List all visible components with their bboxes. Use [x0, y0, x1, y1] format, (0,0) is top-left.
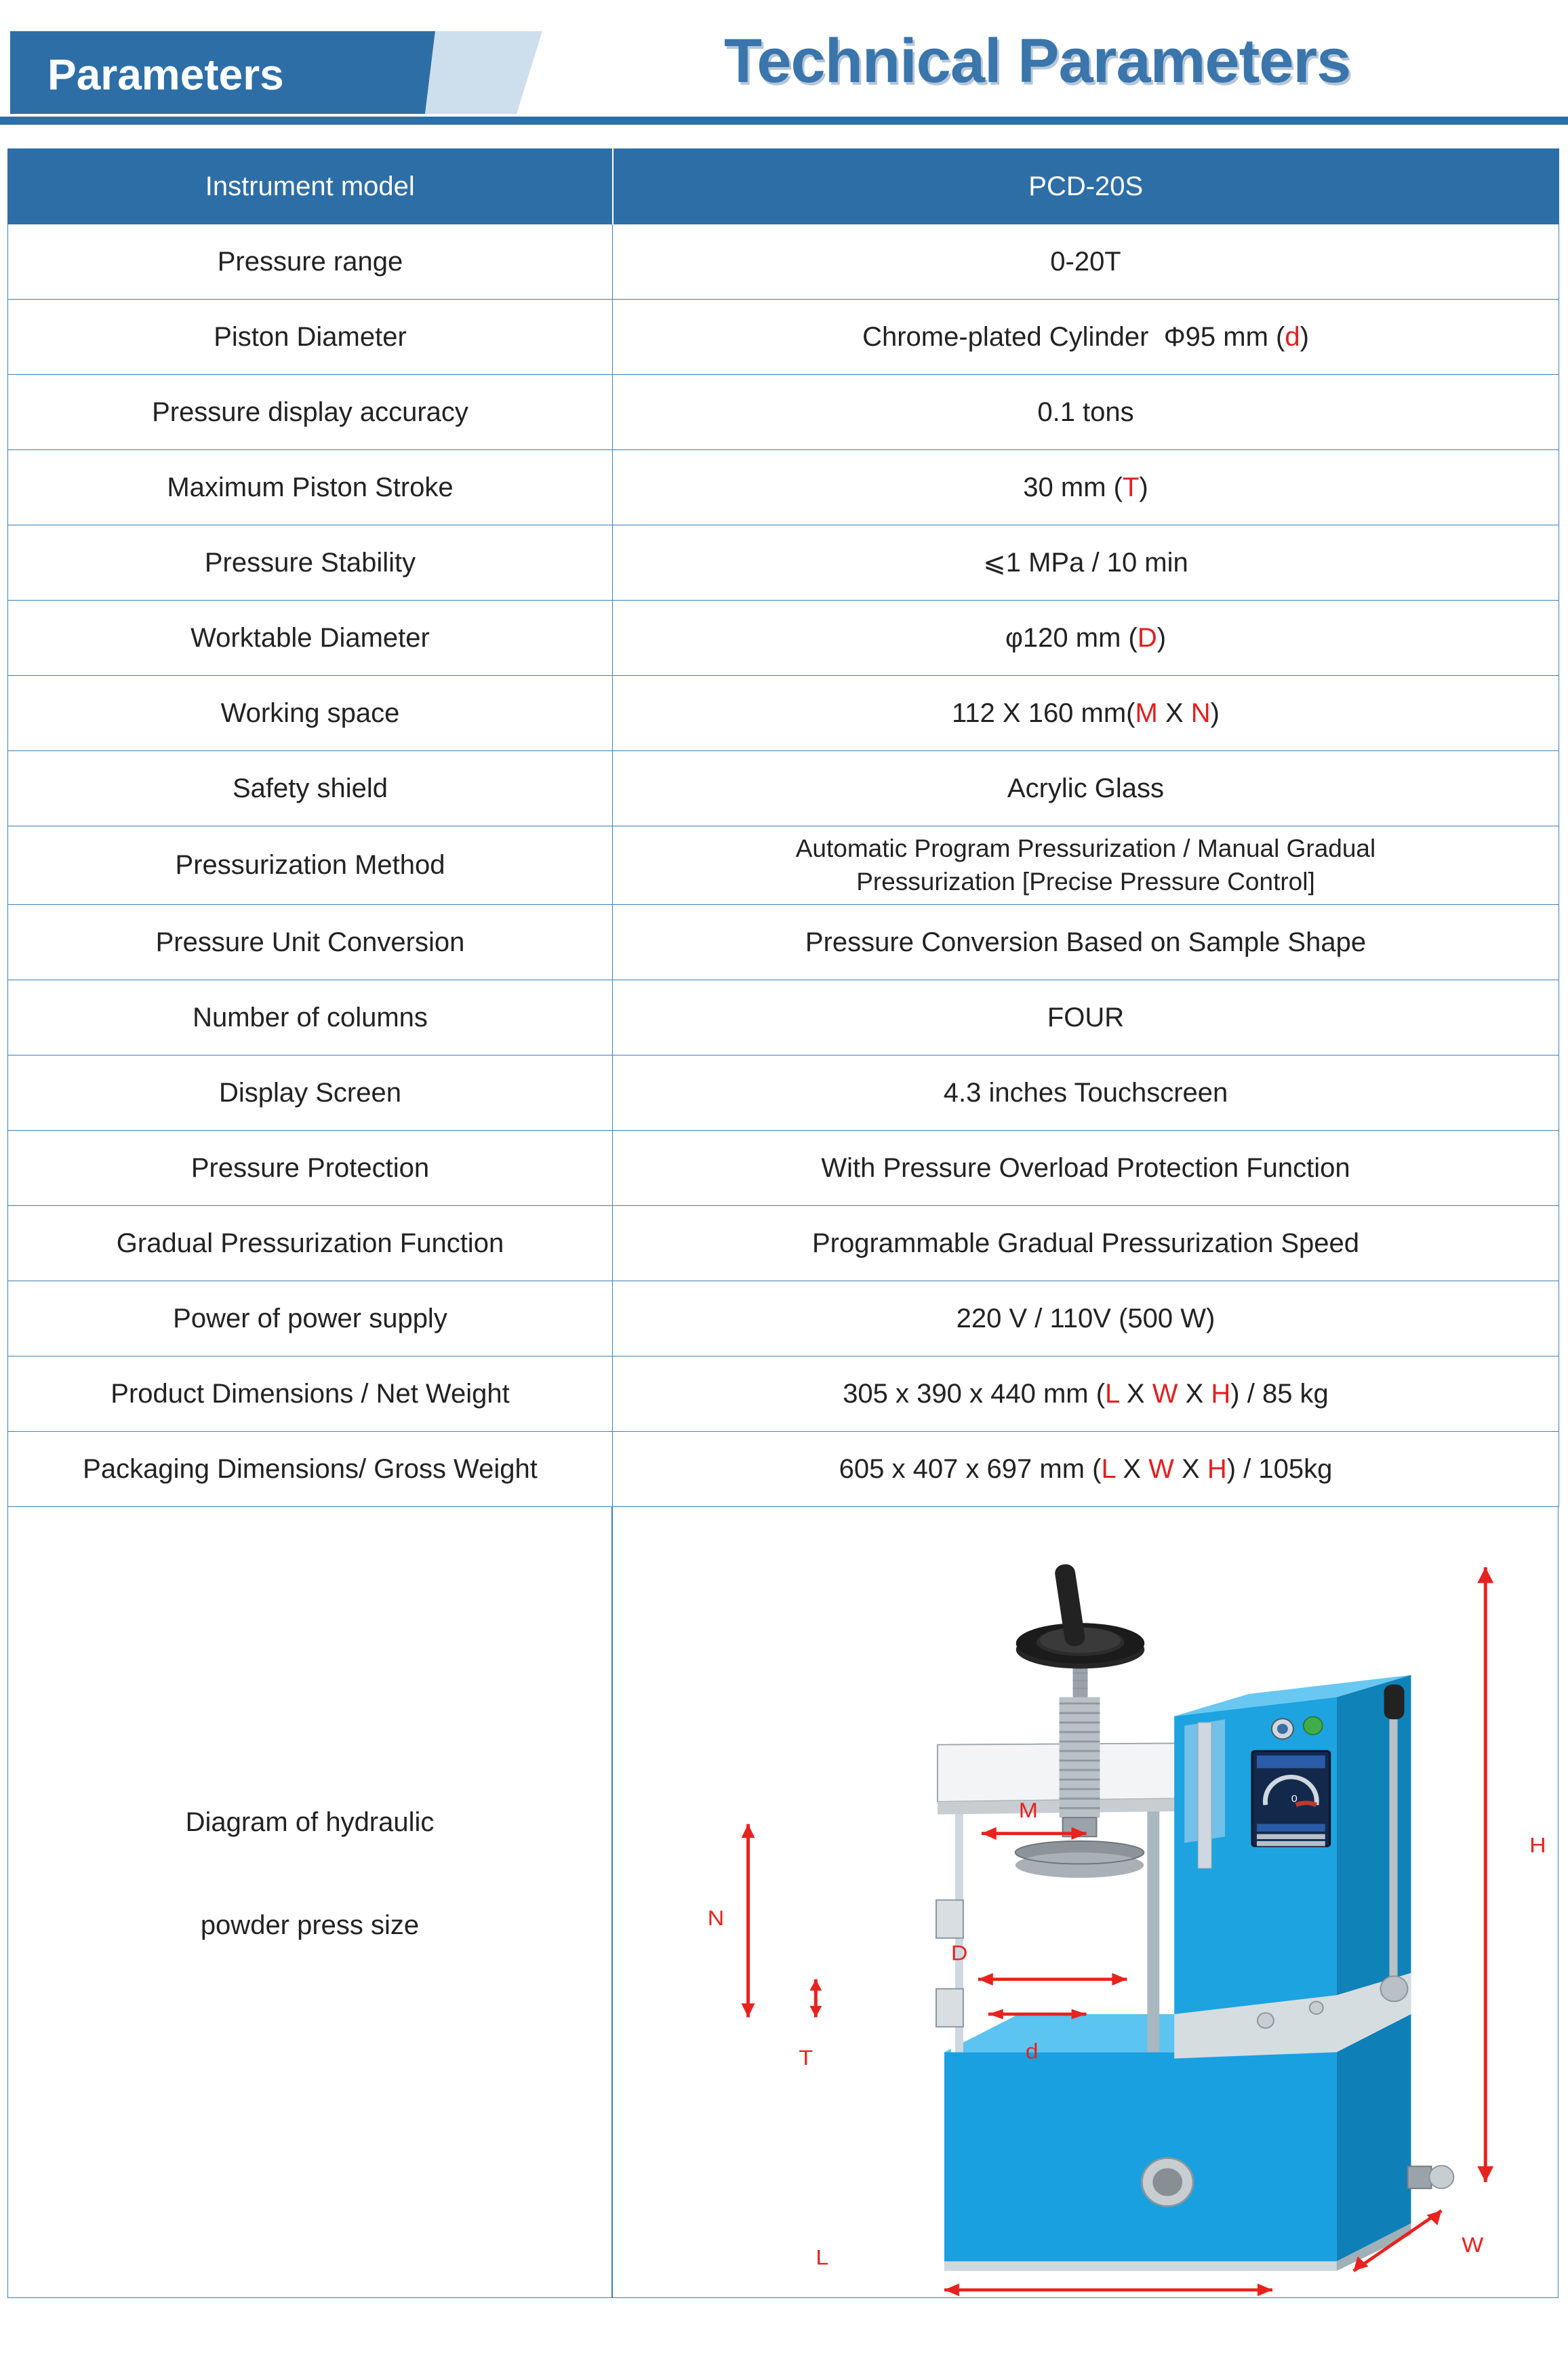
svg-text:W: W [1462, 2232, 1483, 2257]
svg-text:d: d [1026, 2039, 1039, 2064]
svg-text:N: N [708, 1906, 724, 1930]
svg-text:L: L [816, 2245, 828, 2269]
svg-text:0: 0 [1291, 1793, 1298, 1804]
svg-text:H: H [1529, 1833, 1546, 1857]
svg-text:M: M [1019, 1798, 1038, 1822]
svg-text:T: T [799, 2045, 813, 2070]
svg-text:D: D [951, 1941, 967, 1965]
